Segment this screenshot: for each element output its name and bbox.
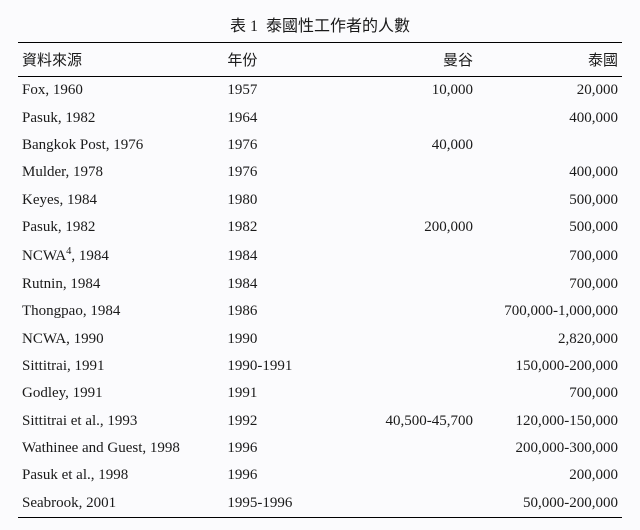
caption-prefix: 表 1 [230,18,258,35]
cell-thailand: 400,000 [477,159,622,186]
cell-year: 1976 [223,159,332,186]
cell-bangkok: 200,000 [332,214,477,241]
cell-source: Rutnin, 1984 [18,271,223,298]
cell-source: Fox, 1960 [18,77,223,105]
caption-title: 泰國性工作者的人數 [266,18,410,35]
cell-bangkok [332,159,477,186]
cell-year: 1990 [223,325,332,352]
cell-year: 1976 [223,132,332,159]
col-bangkok: 曼谷 [332,43,477,77]
cell-bangkok [332,353,477,380]
cell-thailand: 150,000-200,000 [477,353,622,380]
table-row: Pasuk, 19821964 400,000 [18,104,622,131]
cell-source: NCWA, 1990 [18,325,223,352]
cell-source: Pasuk et al., 1998 [18,462,223,489]
cell-year: 1982 [223,214,332,241]
table-row: Mulder, 19781976 400,000 [18,159,622,186]
table-row: Pasuk et al., 19981996 200,000 [18,462,622,489]
cell-source: Thongpao, 1984 [18,298,223,325]
cell-source: Godley, 1991 [18,380,223,407]
table-header-row: 資料來源 年份 曼谷 泰國 [18,43,622,77]
cell-source: Bangkok Post, 1976 [18,132,223,159]
cell-source: Sittitrai et al., 1993 [18,408,223,435]
table-row: Keyes, 19841980 500,000 [18,187,622,214]
col-year: 年份 [223,43,332,77]
cell-thailand: 20,000 [477,77,622,105]
col-source: 資料來源 [18,43,223,77]
cell-year: 1996 [223,435,332,462]
cell-year: 1964 [223,104,332,131]
table-row: Wathinee and Guest, 19981996 200,000-300,… [18,435,622,462]
cell-bangkok [332,462,477,489]
cell-bangkok [332,490,477,518]
cell-thailand: 2,820,000 [477,325,622,352]
cell-year: 1992 [223,408,332,435]
cell-bangkok [332,241,477,270]
cell-bangkok [332,435,477,462]
cell-source: Pasuk, 1982 [18,214,223,241]
table-body: Fox, 1960195710,00020,000Pasuk, 19821964… [18,77,622,518]
cell-source: Wathinee and Guest, 1998 [18,435,223,462]
cell-year: 1996 [223,462,332,489]
cell-source: Seabrook, 2001 [18,490,223,518]
cell-year: 1995-1996 [223,490,332,518]
table-row: Godley, 19911991 700,000 [18,380,622,407]
cell-bangkok [332,104,477,131]
cell-bangkok [332,187,477,214]
cell-thailand [477,132,622,159]
cell-bangkok [332,298,477,325]
cell-bangkok [332,380,477,407]
cell-thailand: 200,000-300,000 [477,435,622,462]
cell-year: 1957 [223,77,332,105]
cell-bangkok [332,271,477,298]
table-row: Sittitrai, 19911990-1991 150,000-200,000 [18,353,622,380]
table-row: Pasuk, 19821982200,000500,000 [18,214,622,241]
cell-thailand: 500,000 [477,214,622,241]
cell-thailand: 400,000 [477,104,622,131]
cell-thailand: 700,000 [477,241,622,270]
cell-thailand: 700,000-1,000,000 [477,298,622,325]
cell-source: Pasuk, 1982 [18,104,223,131]
cell-thailand: 120,000-150,000 [477,408,622,435]
table-row: Thongpao, 19841986 700,000-1,000,000 [18,298,622,325]
table-row: Fox, 1960195710,00020,000 [18,77,622,105]
cell-thailand: 200,000 [477,462,622,489]
col-thailand: 泰國 [477,43,622,77]
cell-year: 1980 [223,187,332,214]
cell-bangkok: 10,000 [332,77,477,105]
cell-year: 1990-1991 [223,353,332,380]
cell-thailand: 700,000 [477,271,622,298]
cell-bangkok [332,325,477,352]
cell-bangkok: 40,500-45,700 [332,408,477,435]
cell-year: 1991 [223,380,332,407]
cell-thailand: 50,000-200,000 [477,490,622,518]
cell-year: 1986 [223,298,332,325]
table-caption: 表 1 泰國性工作者的人數 [18,12,622,36]
table-row: NCWA4, 19841984 700,000 [18,241,622,270]
table-row: Sittitrai et al., 1993199240,500-45,7001… [18,408,622,435]
table-row: Bangkok Post, 1976197640,000 [18,132,622,159]
cell-thailand: 500,000 [477,187,622,214]
cell-source: Keyes, 1984 [18,187,223,214]
table-row: NCWA, 19901990 2,820,000 [18,325,622,352]
cell-source: NCWA4, 1984 [18,241,223,270]
cell-source: Sittitrai, 1991 [18,353,223,380]
data-table: 資料來源 年份 曼谷 泰國 Fox, 1960195710,00020,000P… [18,42,622,518]
cell-year: 1984 [223,271,332,298]
table-row: Rutnin, 19841984 700,000 [18,271,622,298]
table-row: Seabrook, 20011995-1996 50,000-200,000 [18,490,622,518]
cell-thailand: 700,000 [477,380,622,407]
cell-source: Mulder, 1978 [18,159,223,186]
cell-bangkok: 40,000 [332,132,477,159]
cell-year: 1984 [223,241,332,270]
